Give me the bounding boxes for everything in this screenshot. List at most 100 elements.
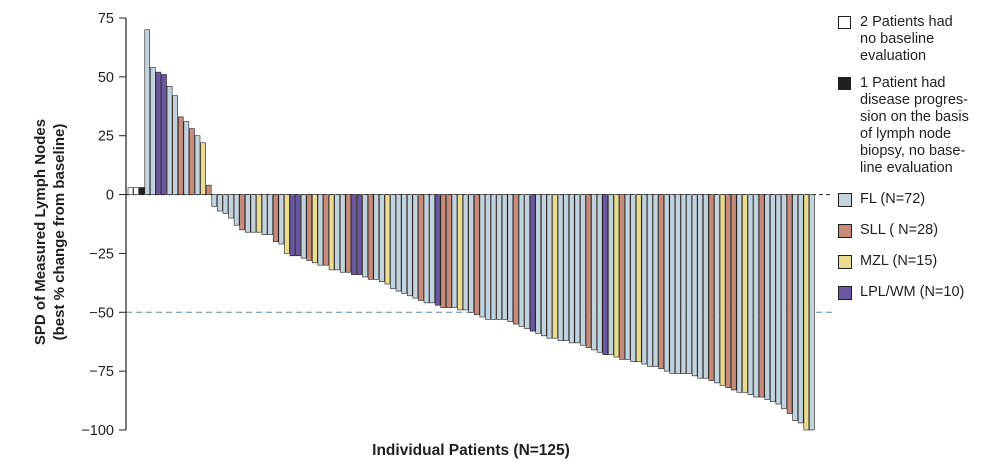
bar (725, 194, 731, 388)
bar (552, 194, 558, 339)
bar (401, 194, 407, 294)
bar (647, 194, 653, 367)
bar (457, 194, 463, 311)
bar (630, 194, 636, 363)
bar (244, 194, 251, 233)
legend-note-progression: 1 Patient had disease progres- sion on t… (838, 75, 998, 177)
bar (675, 194, 681, 374)
bar (764, 194, 771, 400)
bar (473, 194, 480, 315)
bar (150, 67, 156, 195)
bar (546, 194, 553, 339)
y-axis-label-line1: SPD of Measured Lymph Nodes (32, 119, 49, 345)
bar (334, 194, 340, 271)
bar (518, 194, 525, 327)
legend-series: FL (N=72) SLL ( N=28) MZL (N=15) LPL/WM … (838, 191, 998, 301)
bar (535, 194, 542, 334)
bar (384, 194, 391, 285)
bar (440, 194, 447, 308)
bar (256, 194, 262, 233)
bar (284, 194, 290, 254)
bar (641, 194, 648, 365)
bar (496, 194, 502, 320)
bars (127, 29, 815, 431)
bar (211, 194, 218, 207)
legend-note-progression-text: 1 Patient had disease progres- sion on t… (860, 75, 969, 176)
y-axis: 75 50 25 0 −25 −50 −75 −100 (81, 11, 127, 439)
bar (217, 194, 223, 212)
bar (797, 194, 804, 424)
bar (395, 194, 402, 292)
bar (451, 194, 458, 308)
bar (485, 194, 491, 320)
legend-swatch-fl (838, 193, 852, 207)
bar (200, 142, 206, 195)
legend-label-fl: FL (N=72) (860, 191, 926, 207)
bar (619, 194, 625, 360)
y-tick-label: 25 (98, 129, 114, 145)
bar (345, 194, 352, 273)
y-tick-label: 0 (106, 188, 114, 204)
bar (736, 194, 743, 393)
bar (602, 194, 609, 355)
bar (434, 194, 441, 306)
bar (775, 194, 782, 405)
bar (351, 194, 357, 275)
bar (753, 194, 759, 398)
bar (228, 194, 234, 219)
bar (339, 194, 346, 273)
bar (356, 194, 363, 275)
legend-swatch-sll (838, 224, 852, 238)
legend-swatch-no-baseline (838, 16, 851, 29)
legend-swatch-progression (838, 77, 851, 90)
bar (758, 194, 765, 398)
bar (133, 187, 139, 195)
bar (289, 194, 296, 257)
bar (608, 194, 614, 355)
bar (166, 85, 173, 195)
legend-label-sll: SLL ( N=28) (860, 222, 939, 238)
bar (513, 194, 519, 325)
bar (613, 194, 620, 358)
bar (803, 194, 810, 431)
bar (250, 194, 257, 233)
legend-swatch-lpl (838, 286, 852, 300)
bar (362, 194, 368, 278)
bar (155, 71, 162, 195)
bar (138, 187, 145, 195)
legend-item-mzl: MZL (N=15) (838, 253, 998, 270)
bar (317, 194, 324, 266)
bar (312, 194, 318, 264)
legend-label-lpl: LPL/WM (N=10) (860, 284, 965, 300)
bar (306, 194, 313, 261)
bar (742, 194, 748, 393)
legend-note-no-baseline: 2 Patients had no baseline evaluation (838, 14, 998, 65)
bar (323, 194, 329, 266)
bar (468, 194, 474, 313)
bar (295, 194, 301, 257)
legend-item-sll: SLL ( N=28) (838, 222, 998, 239)
bar (406, 194, 413, 297)
bar (568, 194, 575, 344)
bar (669, 194, 676, 374)
bar (183, 121, 190, 195)
bar (390, 194, 396, 290)
bar (574, 194, 581, 344)
bar (792, 194, 798, 421)
bar (412, 194, 419, 299)
bar (261, 194, 268, 235)
bar (233, 194, 240, 226)
legend: 2 Patients had no baseline evaluation 1 … (838, 14, 998, 315)
bar (278, 194, 285, 245)
bar (189, 128, 195, 195)
legend-label-mzl: MZL (N=15) (860, 253, 938, 269)
bar (127, 187, 134, 195)
bar (786, 194, 793, 414)
bar (423, 194, 430, 304)
bar (719, 194, 726, 386)
bar (429, 194, 435, 304)
bar (809, 194, 815, 431)
y-tick-label: −75 (89, 364, 114, 380)
bar (239, 194, 246, 231)
